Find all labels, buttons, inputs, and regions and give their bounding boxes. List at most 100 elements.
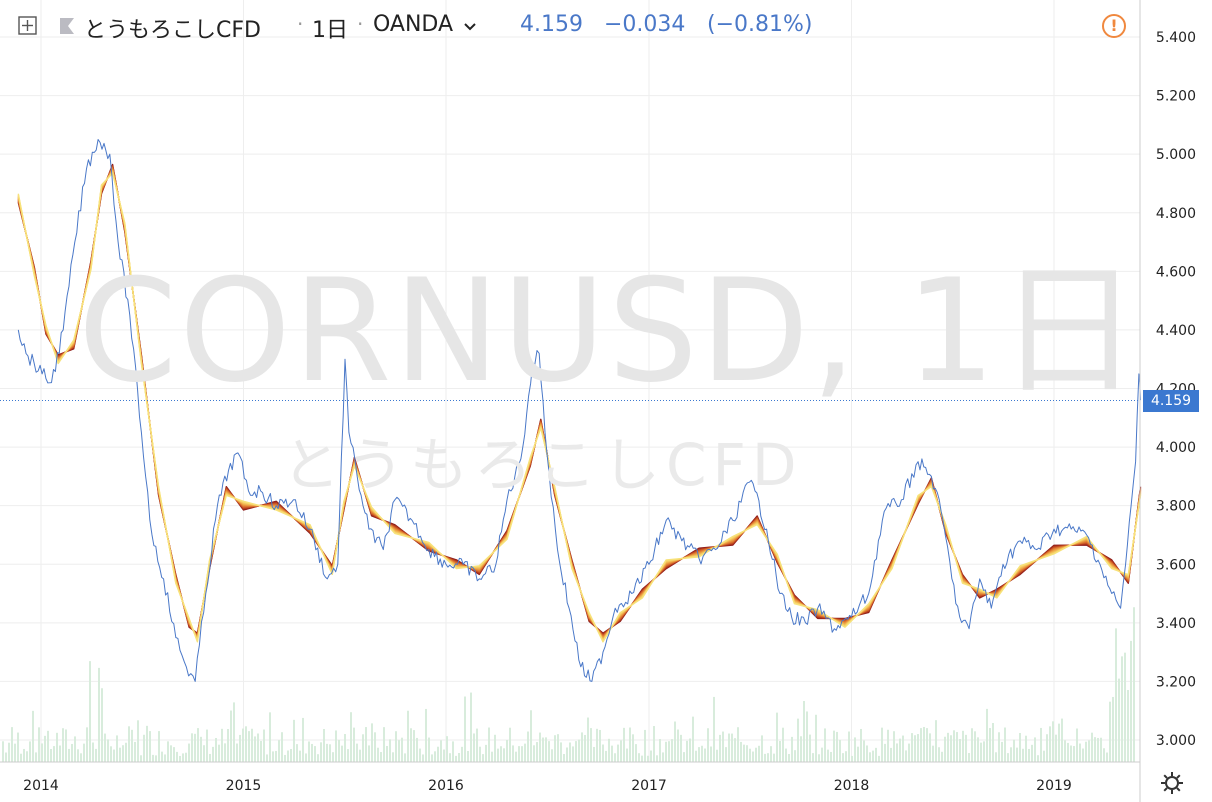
volume-bar — [401, 737, 403, 762]
volume-bar — [659, 739, 661, 762]
volume-bar — [950, 735, 952, 762]
volume-bar — [29, 741, 31, 762]
volume-bar — [92, 742, 94, 762]
volume-bar — [818, 754, 820, 762]
volume-bar — [74, 736, 76, 762]
volume-bar — [107, 739, 109, 762]
volume-bar — [137, 720, 139, 762]
volume-bar — [203, 745, 205, 762]
volume-bar — [992, 723, 994, 762]
volume-bar — [467, 750, 469, 762]
volume-bar — [749, 748, 751, 762]
volume-bar — [296, 744, 298, 762]
volume-bar — [614, 753, 616, 762]
volume-bar — [317, 754, 319, 762]
volume-bar — [968, 753, 970, 762]
volume-bar — [650, 750, 652, 762]
volume-bar — [68, 748, 70, 762]
interval-label[interactable]: 1日 — [312, 18, 348, 43]
volume-bar — [329, 744, 331, 762]
exchange-label[interactable]: OANDA — [373, 12, 454, 37]
legend-toolbar: とうもろこしCFD · 1日 · OANDA 4.159 −0.034 (−0.… — [0, 0, 1140, 52]
volume-bar — [911, 733, 913, 762]
volume-bar — [413, 730, 415, 762]
volume-bar — [599, 729, 601, 762]
volume-bar — [662, 752, 664, 762]
volume-bar — [65, 729, 67, 762]
volume-bar — [668, 741, 670, 762]
volume-bar — [416, 737, 418, 762]
y-tick-label: 5.000 — [1156, 147, 1196, 163]
x-tick-label: 2015 — [226, 778, 262, 794]
volume-bar — [1043, 750, 1045, 762]
crosshair-icon[interactable] — [18, 16, 38, 36]
volume-bar — [518, 746, 520, 762]
symbol-flag-icon[interactable] — [58, 17, 76, 35]
volume-bar — [497, 748, 499, 762]
volume-bar — [611, 745, 613, 762]
separator-dot: · — [297, 12, 304, 36]
volume-bar — [1007, 753, 1009, 762]
volume-bar — [893, 731, 895, 762]
volume-bar — [812, 753, 814, 762]
volume-bar — [734, 738, 736, 762]
volume-bar — [638, 753, 640, 762]
volume-bar — [941, 751, 943, 762]
volume-bar — [938, 747, 940, 762]
volume-bar — [428, 737, 430, 762]
price-axis[interactable]: 3.0003.2003.4003.6003.8004.0004.2004.400… — [1156, 30, 1196, 749]
volume-bar — [527, 731, 529, 762]
volume-bar — [44, 735, 46, 762]
y-tick-label: 4.600 — [1156, 264, 1196, 280]
settings-gear-icon[interactable] — [1160, 771, 1184, 795]
volume-bar — [752, 751, 754, 762]
volume-bar — [854, 737, 856, 762]
volume-bar — [338, 739, 340, 762]
volume-bar — [578, 739, 580, 762]
volume-bar — [590, 728, 592, 762]
volume-bar — [617, 744, 619, 762]
chevron-down-icon[interactable] — [463, 22, 477, 32]
volume-bar — [572, 746, 574, 762]
volume-bar — [875, 747, 877, 762]
symbol-description[interactable]: とうもろこしCFD — [84, 18, 261, 43]
volume-bar — [128, 726, 130, 762]
volume-bar — [1013, 739, 1015, 762]
watermark-symbol: CORNUSD, 1日 — [78, 249, 1142, 414]
time-axis[interactable]: 2014 2015 2016 2017 2018 2019 — [23, 778, 1072, 794]
volume-bar — [929, 733, 931, 762]
volume-bar — [545, 737, 547, 762]
price-line — [17, 139, 1141, 682]
volume-bar — [920, 728, 922, 762]
volume-bar — [173, 747, 175, 762]
volume-bar — [1085, 741, 1087, 762]
volume-bar — [1073, 746, 1075, 762]
volume-bar — [656, 755, 658, 762]
volume-bar — [257, 733, 259, 762]
volume-bar — [503, 748, 505, 762]
volume-bar — [131, 729, 133, 762]
volume-bar — [281, 732, 283, 762]
volume-bar — [236, 743, 238, 762]
alert-icon[interactable]: ! — [1102, 14, 1126, 38]
volume-bar — [1127, 690, 1129, 762]
volume-bar — [881, 727, 883, 762]
volume-bar — [434, 751, 436, 762]
volume-bar — [116, 735, 118, 762]
volume-bar — [761, 735, 763, 762]
volume-bar — [701, 745, 703, 762]
volume-bar — [1058, 723, 1060, 762]
volume-bar — [353, 727, 355, 762]
volume-bar — [965, 734, 967, 762]
volume-bar — [647, 755, 649, 762]
volume-bar — [674, 721, 676, 762]
volume-bar — [5, 752, 7, 762]
volume-bar — [1031, 744, 1033, 762]
y-tick-label: 4.400 — [1156, 323, 1196, 339]
volume-bar — [635, 744, 637, 762]
volume-bar — [368, 745, 370, 762]
volume-bar — [755, 747, 757, 762]
volume-bar — [17, 732, 19, 762]
volume-bar — [53, 746, 55, 762]
